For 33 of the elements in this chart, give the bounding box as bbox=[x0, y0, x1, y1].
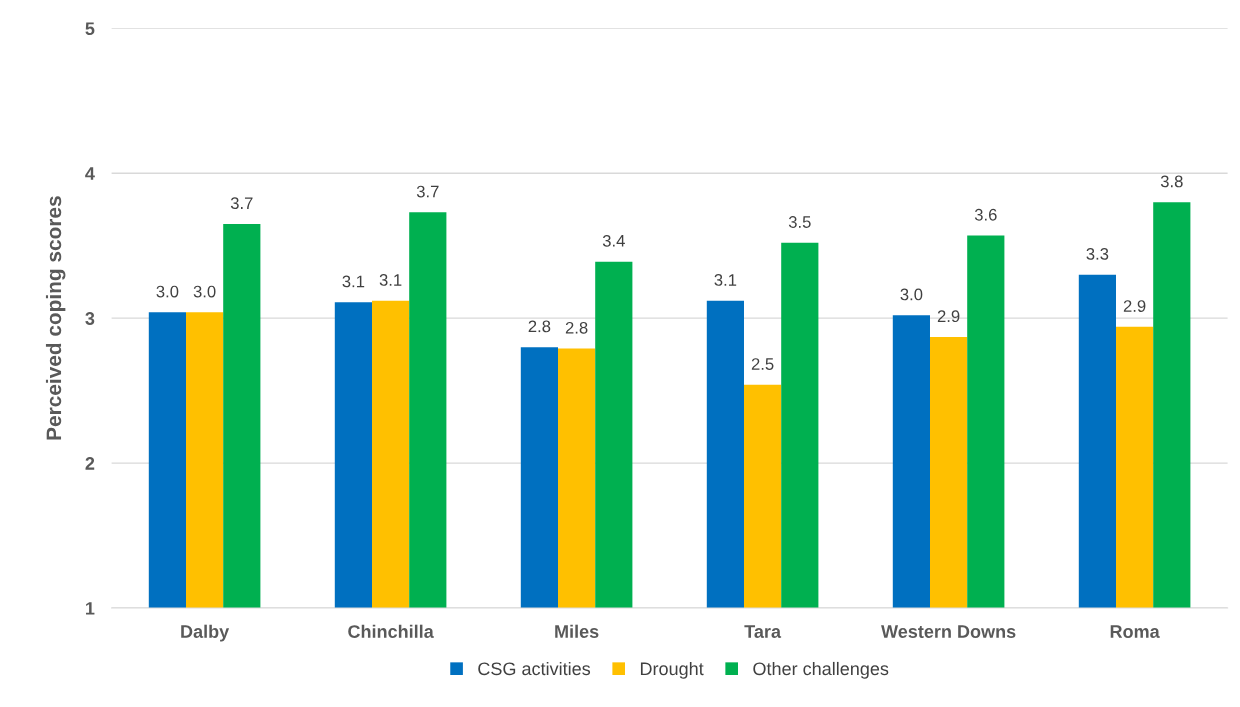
data-label: 3.0 bbox=[156, 285, 179, 298]
x-tick-label: Roma bbox=[1110, 625, 1160, 638]
data-label: 3.3 bbox=[1086, 247, 1109, 260]
x-tick-label: Tara bbox=[744, 625, 782, 638]
data-label: 3.1 bbox=[379, 274, 402, 286]
y-tick-label: 1 bbox=[86, 602, 95, 615]
y-axis-title: Perceived coping scores bbox=[45, 196, 66, 440]
y-tick-label: 5 bbox=[85, 22, 95, 35]
data-label: 3.5 bbox=[788, 216, 811, 228]
data-label: 2.8 bbox=[528, 320, 551, 333]
legend-label: Other challenges bbox=[753, 661, 889, 679]
x-tick-label: Dalby bbox=[181, 624, 230, 642]
legend-label: Drought bbox=[640, 661, 704, 679]
data-label: 2.8 bbox=[565, 321, 588, 334]
legend-label: CSG activities bbox=[478, 661, 591, 676]
x-tick-label: Miles bbox=[555, 624, 599, 638]
data-label: 3.8 bbox=[1160, 175, 1183, 188]
data-label: 2.5 bbox=[751, 358, 774, 370]
data-label: 2.9 bbox=[1123, 300, 1146, 312]
data-label: 3.0 bbox=[900, 288, 923, 301]
y-tick-label: 3 bbox=[85, 312, 95, 325]
data-label: 3.6 bbox=[974, 208, 997, 221]
data-label: 3.7 bbox=[416, 185, 439, 198]
data-label: 3.1 bbox=[342, 275, 365, 288]
x-tick-label: Chinchilla bbox=[348, 624, 434, 638]
y-tick-label: 4 bbox=[85, 167, 95, 180]
data-label: 2.9 bbox=[937, 310, 960, 323]
data-label: 3.7 bbox=[230, 197, 253, 210]
data-label: 3.4 bbox=[602, 234, 625, 247]
data-label: 3.0 bbox=[193, 285, 216, 298]
x-tick-label: Western Downs bbox=[881, 625, 1016, 638]
y-tick-label: 2 bbox=[85, 457, 95, 470]
data-label: 3.1 bbox=[714, 274, 737, 286]
